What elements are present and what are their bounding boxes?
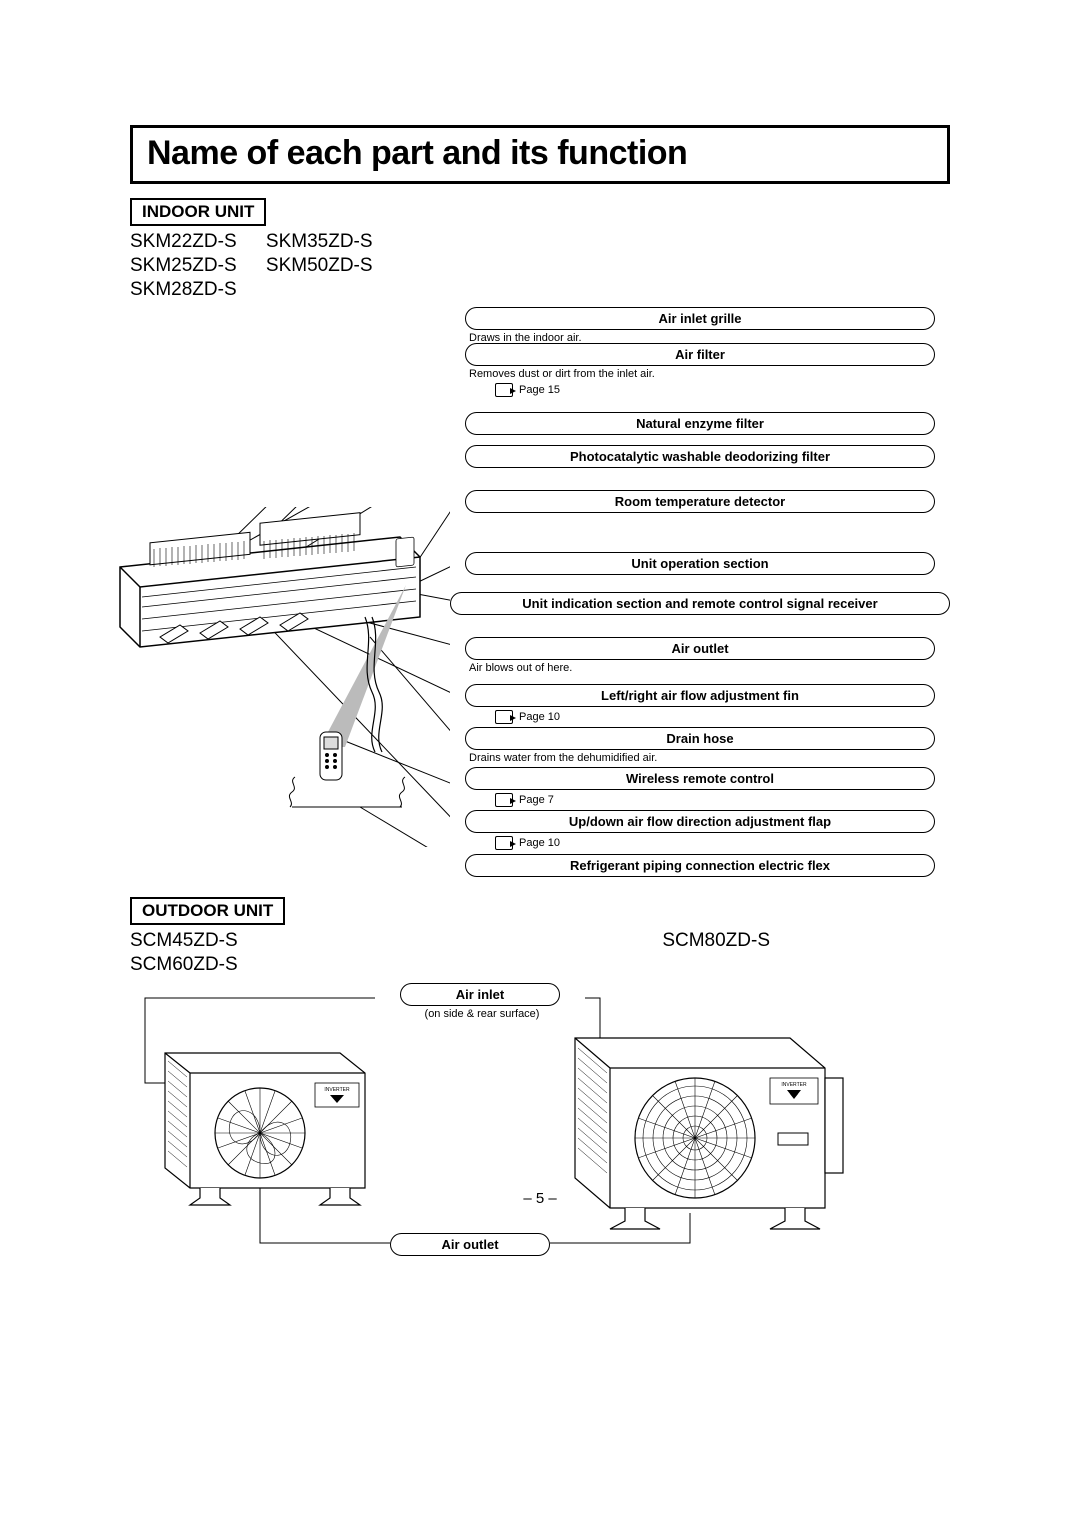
callout-label: Refrigerant piping connection electric f… bbox=[465, 854, 935, 877]
manual-page: Name of each part and its function INDOO… bbox=[130, 125, 950, 1283]
callout: Unit indication section and remote contr… bbox=[450, 592, 950, 615]
model: SCM60ZD-S bbox=[130, 954, 238, 975]
callout: Wireless remote control Page 7 bbox=[465, 767, 935, 807]
callout-label: Unit operation section bbox=[465, 552, 935, 575]
callout-label: Air outlet bbox=[465, 637, 935, 660]
model: SCM45ZD-S bbox=[130, 930, 238, 951]
indoor-models: SKM22ZD-S SKM25ZD-S SKM28ZD-S SKM35ZD-S … bbox=[130, 230, 950, 301]
callout-label: Natural enzyme filter bbox=[465, 412, 935, 435]
model: SKM25ZD-S bbox=[130, 255, 237, 276]
page-reference: Page 15 bbox=[495, 383, 935, 397]
callout: Air inlet grille Draws in the indoor air… bbox=[465, 307, 935, 344]
callout: Refrigerant piping connection electric f… bbox=[465, 854, 935, 877]
callout-label: Left/right air flow adjustment fin bbox=[465, 684, 935, 707]
pointer-icon bbox=[495, 793, 513, 807]
callout-label: Up/down air flow direction adjustment fl… bbox=[465, 810, 935, 833]
model: SKM35ZD-S bbox=[266, 231, 373, 252]
model: SKM28ZD-S bbox=[130, 279, 237, 300]
callout-label: Air outlet bbox=[390, 1233, 550, 1256]
outdoor-diagram: Air inlet (on side & rear surface) bbox=[130, 983, 950, 1283]
callout-note: Removes dust or dirt from the inlet air. bbox=[469, 368, 935, 380]
callout: Room temperature detector bbox=[465, 490, 935, 513]
indoor-unit-label: INDOOR UNIT bbox=[130, 198, 266, 226]
model: SKM22ZD-S bbox=[130, 231, 237, 252]
callout: Left/right air flow adjustment fin Page … bbox=[465, 684, 935, 724]
page-reference: Page 10 bbox=[495, 710, 935, 724]
svg-text:INVERTER: INVERTER bbox=[781, 1082, 807, 1088]
callout-label: Drain hose bbox=[465, 727, 935, 750]
pointer-icon bbox=[495, 836, 513, 850]
pointer-icon bbox=[495, 383, 513, 397]
model: SKM50ZD-S bbox=[266, 255, 373, 276]
callout: Photocatalytic washable deodorizing filt… bbox=[465, 445, 935, 468]
callout-label: Air inlet grille bbox=[465, 307, 935, 330]
indoor-section: INDOOR UNIT SKM22ZD-S SKM25ZD-S SKM28ZD-… bbox=[130, 198, 950, 867]
outdoor-unit-label: OUTDOOR UNIT bbox=[130, 897, 285, 925]
callout-note: Air blows out of here. bbox=[469, 662, 935, 674]
callout-label: Unit indication section and remote contr… bbox=[450, 592, 950, 615]
callout-label: Air filter bbox=[465, 343, 935, 366]
callout: Air outlet bbox=[390, 1233, 550, 1256]
indoor-unit-illustration bbox=[110, 507, 450, 847]
callout: Natural enzyme filter bbox=[465, 412, 935, 435]
callout: Unit operation section bbox=[465, 552, 935, 575]
indoor-diagram: Air inlet grille Draws in the indoor air… bbox=[130, 307, 950, 867]
page-reference: Page 7 bbox=[495, 793, 935, 807]
callout: Air outlet Air blows out of here. bbox=[465, 637, 935, 674]
svg-text:INVERTER: INVERTER bbox=[324, 1087, 350, 1093]
callout: Drain hose Drains water from the dehumid… bbox=[465, 727, 935, 764]
outdoor-section: OUTDOOR UNIT SCM45ZD-S SCM60ZD-S SCM80ZD… bbox=[130, 897, 950, 1283]
page-title-box: Name of each part and its function bbox=[130, 125, 950, 184]
page-title: Name of each part and its function bbox=[147, 134, 933, 173]
callout-note: Drains water from the dehumidified air. bbox=[469, 752, 935, 764]
pointer-icon bbox=[495, 710, 513, 724]
callout-label: Photocatalytic washable deodorizing filt… bbox=[465, 445, 935, 468]
page-number: – 5 – bbox=[130, 1190, 950, 1207]
callout-label: Room temperature detector bbox=[465, 490, 935, 513]
callout-label: Wireless remote control bbox=[465, 767, 935, 790]
outdoor-models: SCM45ZD-S SCM60ZD-S SCM80ZD-S bbox=[130, 929, 950, 977]
model: SCM80ZD-S bbox=[662, 930, 770, 951]
page-reference: Page 10 bbox=[495, 836, 935, 850]
callout: Air filter Removes dust or dirt from the… bbox=[465, 343, 935, 397]
callout: Up/down air flow direction adjustment fl… bbox=[465, 810, 935, 850]
